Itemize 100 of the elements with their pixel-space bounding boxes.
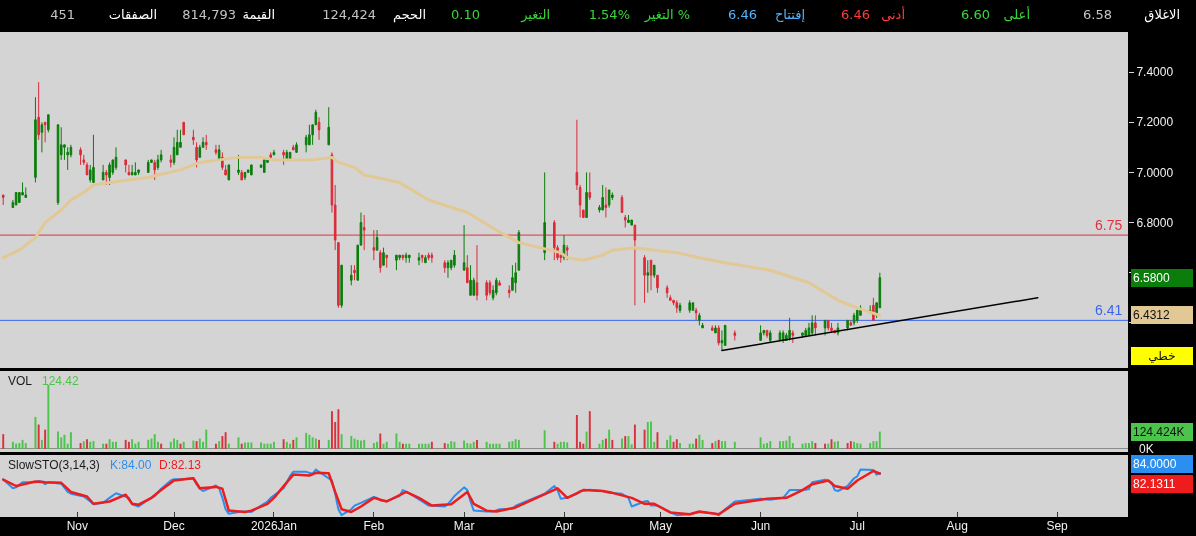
candlestick (511, 264, 514, 291)
candlestick (382, 247, 385, 266)
text: 0K (1139, 442, 1154, 456)
text: خطي (1148, 349, 1176, 363)
candlestick (192, 129, 195, 146)
chart-title: SlowSTO(3,14,3) (8, 458, 100, 472)
candlestick (291, 144, 295, 151)
candlestick (768, 329, 772, 344)
candlestick (66, 146, 69, 171)
candlestick (646, 259, 650, 294)
candlestick (701, 322, 704, 329)
text: الاغلاق (1144, 7, 1180, 23)
candlestick (565, 244, 569, 261)
x-tick-label: Sep (1046, 519, 1069, 533)
candlestick (788, 317, 791, 341)
candlestick (269, 151, 273, 161)
candlestick (823, 319, 827, 336)
candlestick (852, 312, 856, 326)
candlestick (385, 254, 389, 269)
text: التغير % (644, 7, 690, 23)
candlestick (105, 169, 108, 186)
candlestick (243, 171, 247, 181)
x-tick-label: 2026Jan (250, 519, 297, 533)
candlestick (778, 329, 782, 341)
candlestick (801, 332, 804, 339)
text: 451 (50, 7, 75, 23)
candlestick (395, 254, 398, 271)
candlestick (588, 171, 592, 201)
text: أدنى (881, 7, 905, 23)
candlestick (401, 254, 405, 261)
candlestick (688, 299, 691, 314)
ref-line-label: 6.75 (1095, 217, 1123, 233)
candlestick (469, 264, 472, 296)
x-tick-label: Apr (554, 519, 574, 533)
candlestick (272, 149, 276, 156)
candlestick (169, 154, 173, 168)
candlestick (340, 264, 343, 309)
candlestick (791, 329, 795, 344)
candlestick (675, 299, 679, 314)
text: 6.60 (961, 7, 990, 23)
text: 0.10 (451, 7, 480, 23)
candlestick (101, 164, 105, 181)
series-label: K:84.00 (110, 458, 152, 472)
x-tick-label: Dec (163, 519, 185, 533)
candlestick (250, 164, 253, 176)
candlestick (652, 264, 656, 279)
candlestick (643, 254, 646, 304)
candlestick (814, 314, 817, 336)
candlestick (630, 219, 633, 226)
candlestick (43, 121, 47, 143)
text: إفتتاح (774, 7, 805, 23)
candlestick (717, 324, 720, 346)
x-tick-label: Nov (66, 519, 89, 533)
candlestick (424, 254, 427, 264)
y-tick-label: 7.0000 (1136, 165, 1174, 180)
candlestick (353, 264, 356, 281)
candlestick (810, 314, 814, 336)
candlestick (134, 161, 137, 176)
candlestick (485, 279, 488, 301)
candlestick (446, 259, 450, 279)
candlestick (543, 171, 546, 261)
candlestick (627, 214, 630, 224)
candlestick (826, 319, 830, 331)
candlestick (846, 319, 849, 331)
candlestick (430, 252, 434, 264)
candlestick (694, 307, 698, 321)
candlestick (720, 329, 724, 351)
y-tick-label: 7.4000 (1136, 65, 1174, 80)
candlestick (649, 259, 653, 291)
candlestick (420, 254, 424, 264)
text: 82.1311 (1133, 477, 1176, 491)
candlestick (601, 184, 604, 211)
candlestick (466, 254, 469, 284)
candlestick (765, 329, 769, 339)
candlestick (227, 164, 231, 181)
candlestick (453, 249, 456, 269)
candlestick (417, 252, 421, 266)
candlestick (108, 161, 111, 186)
x-tick-label: Feb (363, 519, 385, 533)
candlestick (678, 302, 682, 314)
text: الحجم (392, 7, 426, 23)
candlestick (34, 96, 37, 183)
candlestick (195, 141, 198, 168)
candlestick (691, 302, 695, 311)
candlestick (698, 312, 701, 326)
candlestick (79, 146, 82, 166)
candlestick (733, 329, 737, 341)
text: القيمة (242, 7, 275, 23)
line-series (1, 155, 882, 317)
text: 6.46 (728, 7, 757, 23)
text: 814,793 (182, 7, 236, 23)
candlestick (710, 324, 714, 331)
x-tick-label: May (649, 519, 673, 533)
candlestick (498, 279, 501, 286)
candlestick (204, 134, 208, 151)
text: 84.0000 (1133, 457, 1177, 471)
candlestick (475, 244, 479, 301)
candlestick (262, 159, 266, 173)
x-tick-label: Aug (946, 519, 968, 533)
candlestick (665, 284, 669, 299)
